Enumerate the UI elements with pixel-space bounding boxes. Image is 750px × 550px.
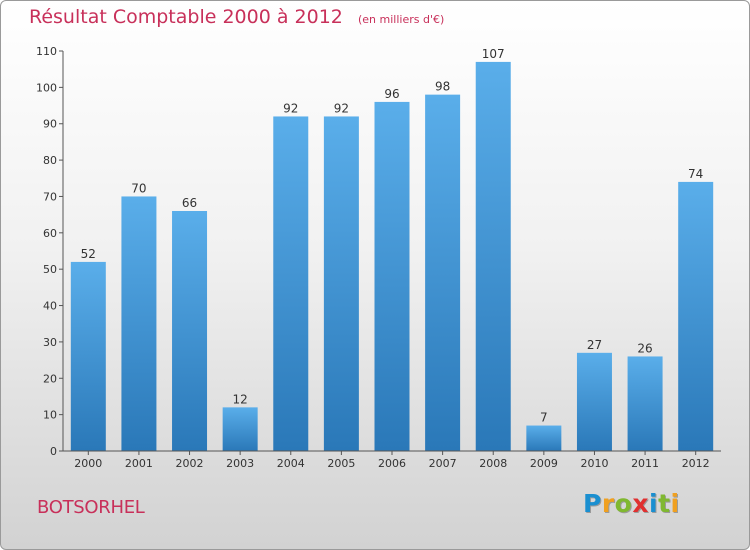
bar-2000 — [70, 261, 106, 451]
y-tick-label: 70 — [43, 190, 57, 203]
y-tick-label: 110 — [36, 45, 57, 58]
bar-2003 — [222, 407, 258, 451]
data-label-2000: 52 — [81, 247, 96, 261]
bar-chart: 0 10 20 30 40 50 60 70 80 90 100 110 52 70 66 12 92 92 96… — [36, 45, 721, 470]
chart-title: Résultat Comptable 2000 à 2012 — [29, 6, 343, 28]
x-tick-label-2006: 2006 — [378, 457, 406, 470]
x-tick-label-2005: 2005 — [327, 457, 355, 470]
data-label-2012: 74 — [688, 167, 703, 181]
x-tick-label-2000: 2000 — [74, 457, 102, 470]
bar-2009 — [526, 425, 562, 451]
x-tick-label-2001: 2001 — [125, 457, 153, 470]
y-axis: 0 10 20 30 40 50 60 70 80 90 100 110 — [36, 45, 64, 458]
data-label-2004: 92 — [283, 101, 298, 115]
x-axis: 2000 2001 2002 2003 2004 2005 2006 2007 2008 2009… — [63, 450, 721, 470]
data-label-2003: 12 — [233, 392, 248, 406]
logo-letter: t — [658, 489, 671, 518]
bar-2005 — [323, 116, 359, 452]
y-tick-label: 0 — [50, 445, 57, 458]
x-tick-label-2009: 2009 — [530, 457, 558, 470]
bar-2006 — [374, 101, 410, 451]
x-tick-label-2008: 2008 — [479, 457, 507, 470]
logo-letter: x — [632, 489, 649, 518]
y-tick-label: 50 — [43, 263, 57, 276]
y-tick-label: 100 — [36, 81, 57, 94]
x-tick-label-2003: 2003 — [226, 457, 254, 470]
data-label-2005: 92 — [334, 101, 349, 115]
y-tick-label: 40 — [43, 300, 57, 313]
y-tick-label: 90 — [43, 118, 57, 131]
bar-2004 — [273, 116, 309, 452]
x-tick-label-2010: 2010 — [580, 457, 608, 470]
bar-2002 — [172, 211, 208, 451]
chart-subtitle: (en milliers d'€) — [357, 13, 445, 26]
place-name: BOTSORHEL — [37, 497, 145, 518]
data-label-2002: 66 — [182, 196, 197, 210]
x-tick-label-2011: 2011 — [631, 457, 659, 470]
chart-title-block: Résultat Comptable 2000 à 2012 (en milli… — [29, 6, 444, 28]
x-tick-label-2002: 2002 — [176, 457, 204, 470]
y-tick-label: 20 — [43, 372, 57, 385]
data-label-2009: 7 — [540, 411, 548, 425]
data-label-2010: 27 — [587, 338, 602, 352]
logo-letter: r — [601, 489, 615, 518]
data-label-2007: 98 — [435, 80, 450, 94]
x-tick-label-2007: 2007 — [429, 457, 457, 470]
x-tick-label-2004: 2004 — [277, 457, 305, 470]
proxiti-logo: Proxiti — [583, 489, 680, 518]
data-label-2011: 26 — [637, 341, 652, 355]
bar-2001 — [121, 196, 157, 451]
bar-2008 — [475, 61, 511, 452]
bars: 52 70 66 12 92 92 96 98 107 7 27 26 74 — [70, 47, 714, 452]
y-tick-label: 10 — [43, 409, 57, 422]
bar-2012 — [678, 181, 714, 451]
data-label-2006: 96 — [384, 87, 399, 101]
logo-letter: i — [670, 489, 680, 518]
bar-2007 — [425, 94, 461, 452]
logo-letter: P — [583, 489, 602, 518]
logo-letter: o — [614, 489, 633, 518]
bar-2011 — [627, 356, 663, 451]
y-tick-label: 60 — [43, 227, 57, 240]
data-label-2001: 70 — [131, 181, 146, 195]
y-tick-label: 80 — [43, 154, 57, 167]
data-label-2008: 107 — [482, 47, 505, 61]
x-tick-label-2012: 2012 — [682, 457, 710, 470]
logo-letter: i — [649, 489, 659, 518]
y-tick-label: 30 — [43, 336, 57, 349]
bar-2010 — [576, 352, 612, 451]
